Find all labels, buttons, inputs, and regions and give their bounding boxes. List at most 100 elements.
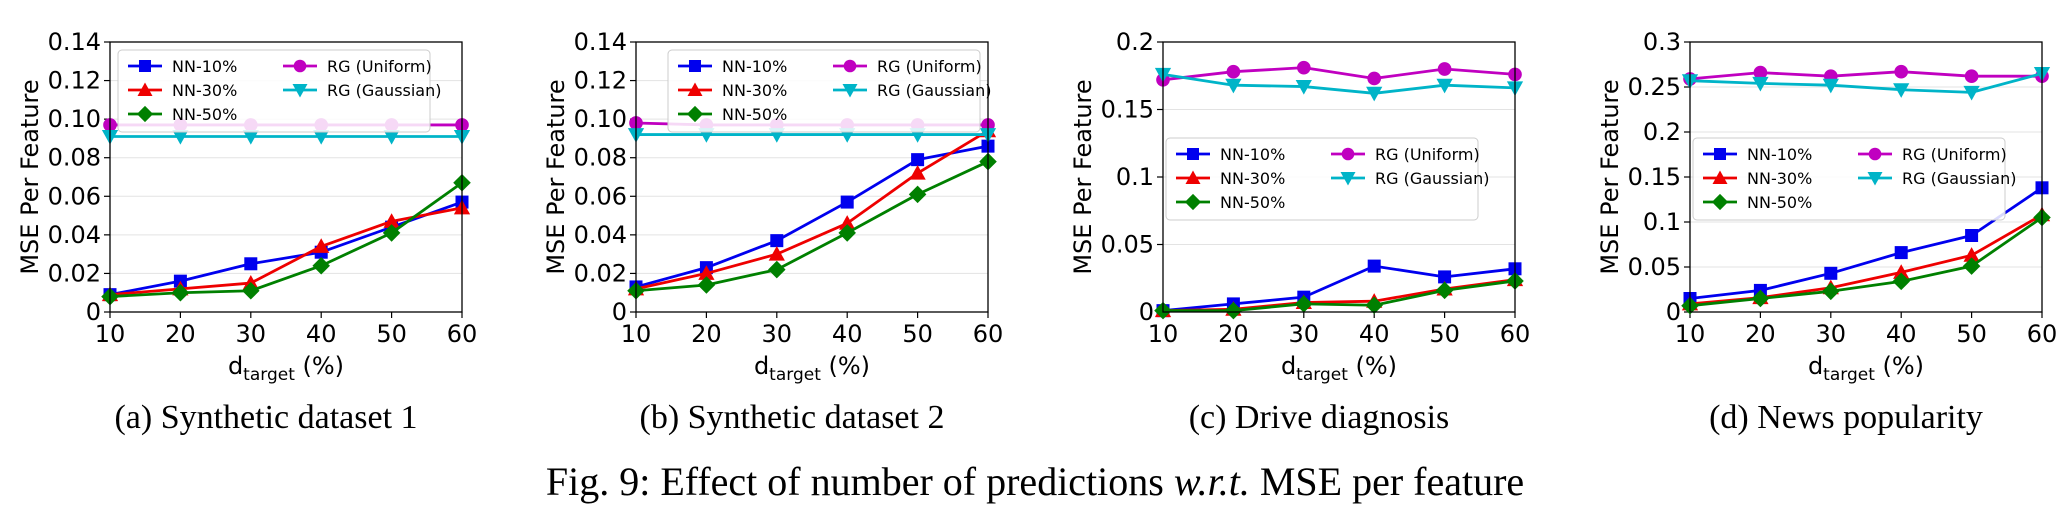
plot-frame xyxy=(1162,41,1516,313)
x-tick-label: 20 xyxy=(1218,320,1249,348)
figure-caption: Fig. 9: Effect of number of predictions … xyxy=(546,459,1524,504)
series-rg-uniform xyxy=(1683,64,2049,86)
legend-label: NN-10% xyxy=(722,57,787,76)
legend-entry-nn-30: NN-30% xyxy=(1703,169,1812,188)
x-tick-label: 50 xyxy=(1429,320,1460,348)
x-axis-label-suffix: (%) xyxy=(295,352,344,380)
series-line-nn-50 xyxy=(1689,216,2043,308)
data-point-nn-30 xyxy=(698,265,715,280)
chart-panel-2: 0 0.02 0.04 0.06 0.08 0.10 0.12 0.14 10 20 30 40 50 6… xyxy=(542,28,1003,436)
legend-swatch-marker xyxy=(687,82,703,96)
series-nn-30 xyxy=(627,122,997,296)
y-tick-label: 0.02 xyxy=(48,259,101,287)
data-point-rg-gaussian xyxy=(1822,78,1839,94)
x-tick-label: 50 xyxy=(376,320,407,348)
y-tick-label: 0.3 xyxy=(1643,28,1681,56)
legend: NN-10% NN-30% NN-50% RG (Uniform) RG (Gaussi… xyxy=(1165,137,1490,221)
x-tick-label: 30 xyxy=(762,320,793,348)
x-axis-label-subscript: target xyxy=(1823,365,1875,385)
legend-swatch-marker xyxy=(1867,172,1883,186)
legend-entry-nn-10: NN-10% xyxy=(1176,145,1285,164)
legend-label: RG (Uniform) xyxy=(1375,145,1480,164)
y-tick-label: 0 xyxy=(1139,298,1154,326)
series-line-nn-30 xyxy=(635,129,989,291)
y-tick-label: 0.05 xyxy=(1628,253,1681,281)
data-point-rg-uniform xyxy=(1753,65,1768,80)
data-point-rg-gaussian xyxy=(1436,78,1453,94)
legend-swatch-marker xyxy=(1185,170,1201,184)
subfigure-caption: (d) News popularity xyxy=(1709,399,1983,436)
legend-entry-nn-50: NN-50% xyxy=(1703,193,1812,212)
series-line-rg-uniform xyxy=(1689,70,2042,81)
x-tick-label: 20 xyxy=(1745,320,1776,348)
data-point-nn-50 xyxy=(697,276,716,294)
legend-swatch-marker xyxy=(136,105,154,123)
y-tick-label: 0.2 xyxy=(1116,28,1154,56)
x-tick-label: 40 xyxy=(832,320,863,348)
data-point-rg-gaussian xyxy=(242,130,259,145)
x-axis-label-suffix: (%) xyxy=(821,352,870,380)
legend-entry-nn-30: NN-30% xyxy=(678,81,787,100)
plot-frame xyxy=(1689,41,2043,313)
data-point-rg-gaussian xyxy=(1752,76,1769,92)
legend-swatch-marker xyxy=(292,84,308,98)
series-rg-gaussian xyxy=(101,130,471,145)
y-tick-label: 0.05 xyxy=(1101,231,1154,259)
data-point-nn-30 xyxy=(909,165,926,180)
data-point-rg-uniform xyxy=(1964,69,1979,84)
series-line-nn-30 xyxy=(109,206,463,297)
legend-box xyxy=(1692,137,2006,221)
y-axis-label: MSE Per Feature xyxy=(542,79,570,274)
legend-label: NN-30% xyxy=(172,81,237,100)
legend-label: NN-50% xyxy=(1220,193,1285,212)
data-point-nn-30 xyxy=(839,215,856,230)
y-tick-label: 0.04 xyxy=(574,221,627,249)
plot-frame xyxy=(635,41,989,313)
legend-entry-nn-10: NN-10% xyxy=(1703,145,1812,164)
subfigure-caption: (c) Drive diagnosis xyxy=(1189,399,1450,436)
y-tick-label: 0.08 xyxy=(48,144,101,172)
series-rg-gaussian xyxy=(1681,67,2051,101)
legend-entry-nn-50: NN-50% xyxy=(128,105,237,124)
x-tick-label: 60 xyxy=(1500,320,1531,348)
x-tick-label: 30 xyxy=(1816,320,1847,348)
data-point-rg-gaussian xyxy=(1893,83,1910,98)
legend-label: NN-10% xyxy=(1747,145,1812,164)
plot-frame xyxy=(109,41,463,313)
x-tick-label: 60 xyxy=(447,320,478,348)
y-tick-label: 0 xyxy=(1666,298,1681,326)
chart-panel-3: 0 0.05 0.1 0.15 0.2 10 20 30 40 50 60 MSE Per Featu… xyxy=(1069,28,1530,436)
x-axis-label-suffix: (%) xyxy=(1348,352,1397,380)
series-line-rg-uniform xyxy=(1162,66,1516,82)
y-tick-label: 0.12 xyxy=(574,67,627,95)
series-line-nn-10 xyxy=(635,144,989,289)
data-point-nn-10 xyxy=(770,234,784,248)
legend-label: NN-10% xyxy=(1220,145,1285,164)
y-tick-label: 0.08 xyxy=(574,144,627,172)
series-line-nn-50 xyxy=(1163,279,1516,313)
y-tick-label: 0.1 xyxy=(1116,163,1154,191)
legend-label: RG (Gaussian) xyxy=(877,81,992,100)
x-tick-label: 10 xyxy=(1148,320,1179,348)
y-axis-label: MSE Per Feature xyxy=(1596,79,1624,274)
data-point-rg-gaussian xyxy=(1366,86,1383,102)
y-tick-label: 0.2 xyxy=(1643,118,1681,146)
data-point-rg-uniform xyxy=(1437,62,1452,76)
legend-swatch-marker xyxy=(1714,148,1726,160)
series-rg-uniform xyxy=(1156,60,1522,87)
legend-entry-nn-30: NN-30% xyxy=(1176,169,1285,188)
x-axis-label-subscript: target xyxy=(1296,365,1348,385)
legend-swatch-marker xyxy=(1712,170,1728,184)
data-point-nn-10 xyxy=(1965,229,1979,242)
x-axis-label-subscript: target xyxy=(769,365,821,385)
data-point-nn-50 xyxy=(1751,289,1770,308)
legend-entry-rg-gaussian: RG (Gaussian) xyxy=(1331,169,1490,188)
x-axis-label-suffix: (%) xyxy=(1875,352,1924,380)
legend-entry-nn-50: NN-50% xyxy=(678,105,787,124)
x-axis-label-main: d xyxy=(1281,352,1296,380)
legend-entry-rg-uniform: RG (Uniform) xyxy=(833,57,982,76)
legend-entry-nn-30: NN-30% xyxy=(128,81,237,100)
legend-label: NN-30% xyxy=(1220,169,1285,188)
x-tick-label: 20 xyxy=(691,320,722,348)
data-point-nn-50 xyxy=(382,224,401,242)
